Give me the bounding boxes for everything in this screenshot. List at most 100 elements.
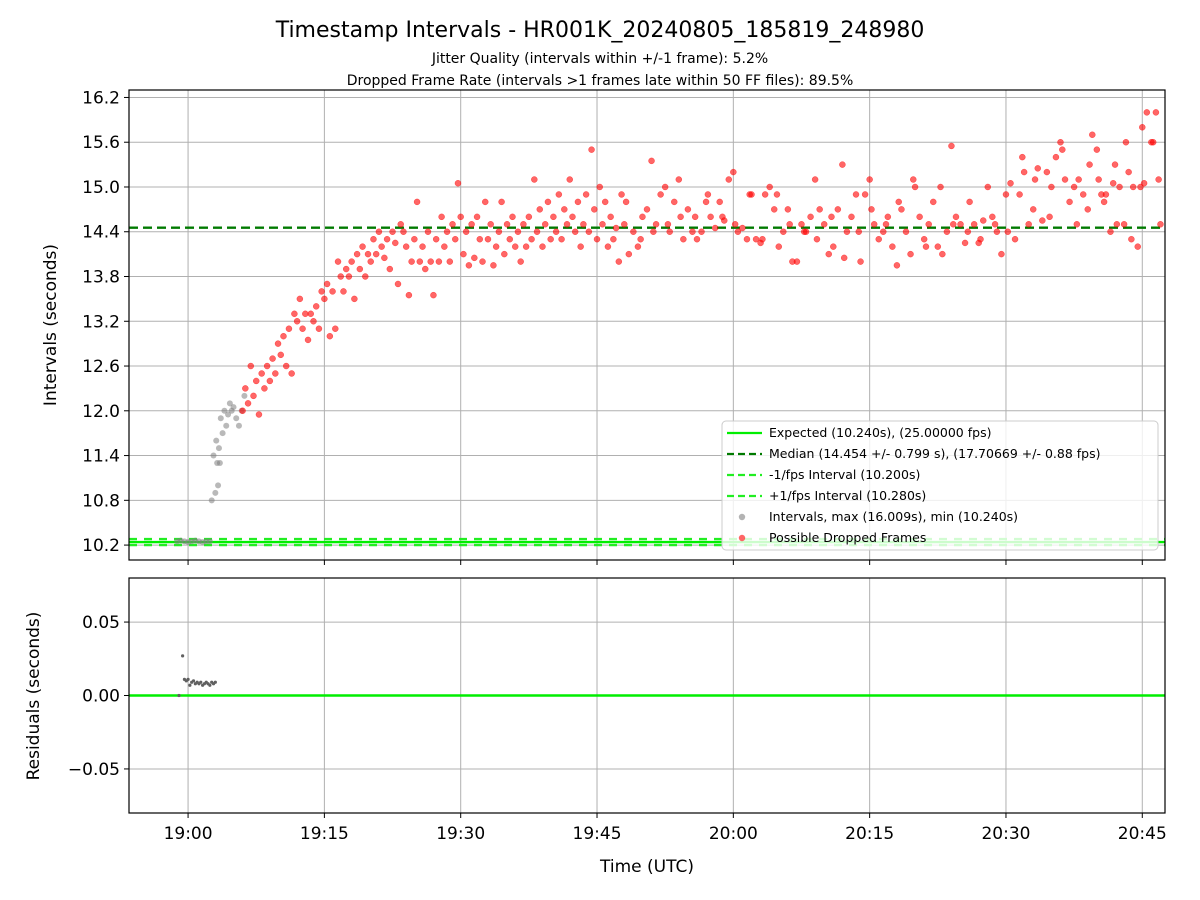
dropped-frame-point	[716, 198, 723, 206]
legend-label: Expected (10.240s), (25.00000 fps)	[769, 425, 991, 440]
residual-point	[186, 677, 190, 681]
x-tick-label: 20:15	[845, 824, 894, 844]
dropped-frame-point	[367, 258, 374, 265]
dropped-frame-point	[522, 243, 530, 250]
dropped-frame-point	[702, 198, 710, 206]
dropped-frame-point	[1048, 183, 1055, 191]
dropped-frame-point	[1070, 183, 1078, 191]
interval-point	[206, 538, 213, 545]
dropped-frame-point	[503, 221, 511, 228]
dropped-frame-point	[577, 243, 584, 250]
y-tick-label: 15.6	[82, 133, 120, 153]
dropped-frame-point	[800, 228, 808, 235]
residual-point	[208, 683, 212, 687]
dropped-frame-point	[476, 235, 484, 243]
dropped-frame-point	[479, 258, 486, 265]
dropped-frame-point	[607, 213, 614, 221]
dropped-frame-point	[937, 183, 944, 191]
dropped-frame-point	[509, 213, 516, 221]
dropped-frame-point	[920, 235, 928, 243]
dropped-frame-point	[993, 228, 1001, 235]
dropped-frame-point	[422, 265, 429, 273]
dropped-frame-point	[405, 291, 413, 299]
dropped-frame-point	[889, 243, 896, 250]
chart-subtitle-dropped: Dropped Frame Rate (intervals >1 frames …	[347, 73, 854, 89]
dropped-frame-point	[666, 228, 673, 235]
dropped-frame-point	[843, 228, 851, 235]
dropped-frame-point	[1152, 109, 1160, 116]
y-tick-label: 12.0	[82, 402, 120, 422]
dropped-frame-point	[386, 265, 394, 273]
bottom-panel-ticks: −0.05 0.00 0.05 19:00 19:15 19:30 19:45 20:00 20…	[68, 613, 1167, 844]
y-tick-label: 14.4	[82, 223, 120, 243]
dropped-frame-point	[884, 213, 892, 221]
dropped-frame-point	[1113, 221, 1121, 228]
dropped-frame-point	[961, 239, 969, 247]
dropped-frame-point	[242, 385, 249, 392]
x-tick-label: 20:45	[1118, 824, 1167, 844]
dropped-frame-point	[544, 198, 552, 206]
dropped-frame-point	[861, 191, 869, 198]
dropped-frame-point	[269, 355, 276, 362]
dropped-frame-point	[495, 228, 503, 235]
dropped-frame-point	[435, 258, 443, 265]
dropped-frame-point	[591, 206, 598, 213]
dropped-frame-point	[857, 258, 864, 265]
dropped-frame-point	[481, 198, 489, 206]
dropped-frame-point	[661, 183, 669, 191]
legend-box	[721, 420, 1159, 551]
x-tick-label: 19:45	[573, 824, 622, 844]
top-panel-frame	[128, 89, 1166, 561]
dropped-frame-point	[895, 198, 902, 206]
dropped-frame-point	[807, 213, 814, 221]
dropped-frame-point	[266, 377, 274, 385]
dropped-frame-point	[574, 198, 582, 206]
y-tick-label: 0.00	[82, 687, 120, 707]
dropped-frame-point	[318, 288, 325, 295]
dropped-frame-point	[1046, 213, 1053, 221]
dropped-frame-point	[274, 340, 282, 347]
dropped-frame-point	[625, 250, 633, 258]
dropped-frame-point	[789, 258, 796, 265]
dropped-frame-point	[680, 235, 687, 243]
chart-title: Timestamp Intervals - HR001K_20240805_18…	[275, 18, 925, 43]
dropped-frame-point	[991, 221, 999, 228]
residual-point	[177, 693, 181, 698]
dropped-frame-point	[1059, 146, 1066, 153]
dropped-frame-point	[514, 228, 522, 235]
top-panel-points	[174, 109, 1164, 546]
y-tick-label: −0.05	[68, 760, 120, 780]
dropped-frame-point	[492, 243, 500, 250]
dropped-frame-point	[593, 235, 601, 243]
dropped-frame-point	[307, 310, 315, 318]
dropped-frame-point	[648, 157, 655, 165]
dropped-frame-point	[323, 280, 331, 288]
dropped-frame-point	[630, 228, 637, 235]
dropped-frame-point	[998, 250, 1005, 258]
dropped-frame-point	[957, 221, 964, 228]
dropped-frame-point	[830, 243, 837, 250]
dropped-frame-point	[813, 235, 821, 243]
dropped-frame-point	[922, 243, 930, 250]
dropped-frame-point	[392, 239, 399, 247]
dropped-frame-point	[468, 221, 475, 228]
dropped-frame-point	[1034, 165, 1042, 172]
legend-marker	[738, 513, 746, 521]
dropped-frame-point	[725, 176, 733, 183]
legend: Expected (10.240s), (25.00000 fps) Median…	[721, 420, 1159, 551]
dropped-frame-point	[416, 258, 424, 265]
bottom-panel-frame	[128, 577, 1166, 814]
y-tick-label: 13.8	[82, 268, 120, 288]
x-tick-label: 19:00	[164, 824, 213, 844]
dropped-frame-point	[441, 243, 448, 250]
dropped-frame-point	[775, 243, 783, 250]
dropped-frame-point	[566, 176, 574, 183]
dropped-frame-point	[907, 250, 914, 258]
dropped-frame-point	[498, 198, 505, 206]
top-y-axis-label: Intervals (seconds)	[41, 244, 61, 406]
dropped-frame-point	[528, 235, 535, 243]
dropped-frame-point	[870, 221, 878, 228]
dropped-frame-point	[337, 273, 344, 280]
dropped-frame-point	[657, 191, 664, 198]
interval-point	[213, 437, 220, 444]
